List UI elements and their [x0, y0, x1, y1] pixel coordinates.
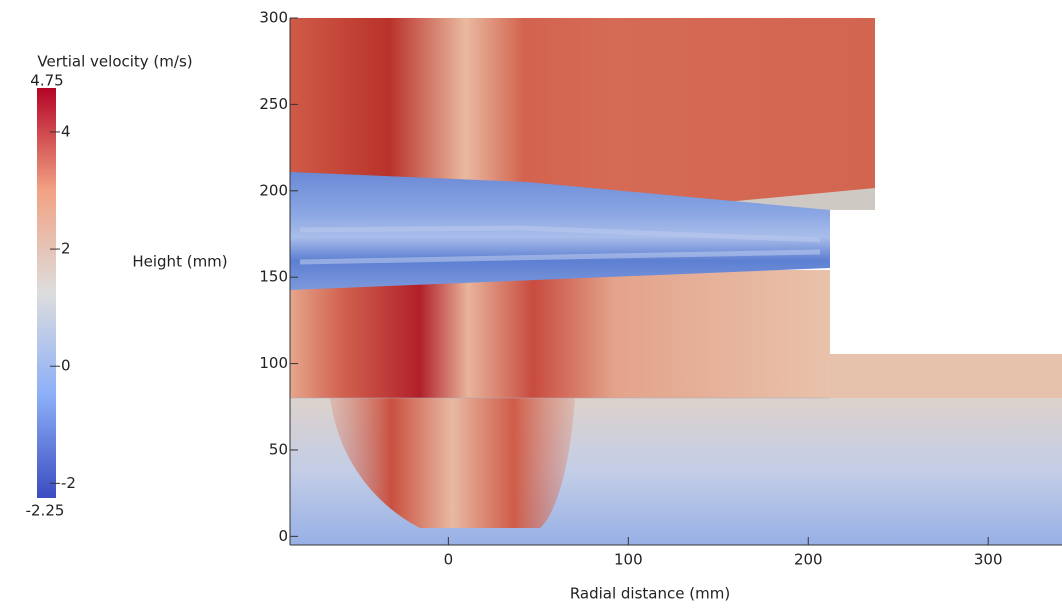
- colorbar-min-label: -2.25: [26, 502, 65, 520]
- x-axis-title: Radial distance (mm): [570, 585, 730, 603]
- x-tick-label: 300: [974, 551, 1003, 569]
- x-tick-label: 200: [794, 551, 823, 569]
- y-tick-label: 50: [269, 440, 288, 458]
- y-tick-label: 250: [259, 95, 288, 113]
- y-tick-label: 300: [259, 9, 288, 27]
- colorbar-max-label: 4.75: [30, 72, 63, 90]
- y-tick-label: 0: [278, 527, 288, 545]
- y-tick-label: 150: [259, 268, 288, 286]
- field: [290, 18, 1062, 545]
- colorbar-tick-label: 2: [61, 240, 71, 258]
- colorbar-title: Vertial velocity (m/s): [37, 53, 192, 71]
- y-tick-label: 100: [259, 354, 288, 372]
- x-tick-label: 100: [614, 551, 643, 569]
- colorbar-tick-label: 0: [61, 357, 71, 375]
- x-tick-label: 0: [444, 551, 454, 569]
- colorbar-tick-label: 4: [61, 122, 71, 140]
- colorbar: [37, 88, 56, 498]
- y-axis-title: Height (mm): [132, 253, 227, 271]
- y-tick-label: 200: [259, 181, 288, 199]
- colorbar-tick-label: -2: [61, 474, 76, 492]
